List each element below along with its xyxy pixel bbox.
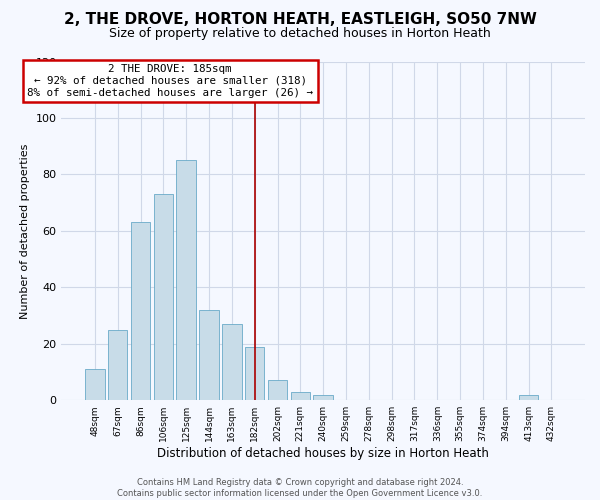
Bar	[85, 369, 104, 400]
X-axis label: Distribution of detached houses by size in Horton Heath: Distribution of detached houses by size …	[157, 447, 489, 460]
Text: Size of property relative to detached houses in Horton Heath: Size of property relative to detached ho…	[109, 28, 491, 40]
Bar	[131, 222, 150, 400]
Bar	[176, 160, 196, 400]
Text: Contains HM Land Registry data © Crown copyright and database right 2024.
Contai: Contains HM Land Registry data © Crown c…	[118, 478, 482, 498]
Bar	[519, 394, 538, 400]
Bar	[313, 394, 333, 400]
Text: 2, THE DROVE, HORTON HEATH, EASTLEIGH, SO50 7NW: 2, THE DROVE, HORTON HEATH, EASTLEIGH, S…	[64, 12, 536, 28]
Text: 2 THE DROVE: 185sqm
← 92% of detached houses are smaller (318)
8% of semi-detach: 2 THE DROVE: 185sqm ← 92% of detached ho…	[27, 64, 313, 98]
Bar	[290, 392, 310, 400]
Bar	[245, 346, 265, 400]
Bar	[154, 194, 173, 400]
Bar	[268, 380, 287, 400]
Bar	[222, 324, 242, 400]
Bar	[199, 310, 219, 400]
Y-axis label: Number of detached properties: Number of detached properties	[20, 143, 30, 318]
Bar	[108, 330, 127, 400]
